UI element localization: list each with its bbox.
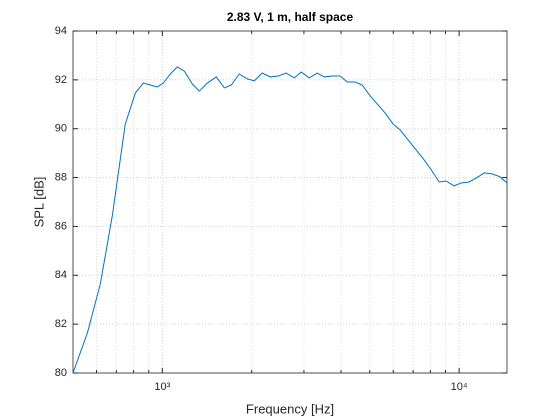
y-tick-label: 86 <box>55 220 67 232</box>
y-tick-label: 92 <box>55 74 67 86</box>
y-tick-label: 94 <box>55 25 67 37</box>
chart-title: 2.83 V, 1 m, half space <box>227 10 354 24</box>
y-tick-label: 82 <box>55 318 67 330</box>
plot-area <box>73 31 507 373</box>
y-tick-label: 80 <box>55 367 67 379</box>
y-tick-label: 88 <box>55 171 67 183</box>
y-tick-label: 84 <box>55 269 67 281</box>
x-tick-label: 10⁴ <box>451 381 468 393</box>
data-line <box>72 66 508 374</box>
x-tick-label: 10³ <box>154 381 170 393</box>
axes-box <box>72 30 508 374</box>
x-axis-label: Frequency [Hz] <box>246 401 334 416</box>
y-tick-label: 90 <box>55 123 67 135</box>
y-axis-label: SPL [dB] <box>31 177 46 228</box>
